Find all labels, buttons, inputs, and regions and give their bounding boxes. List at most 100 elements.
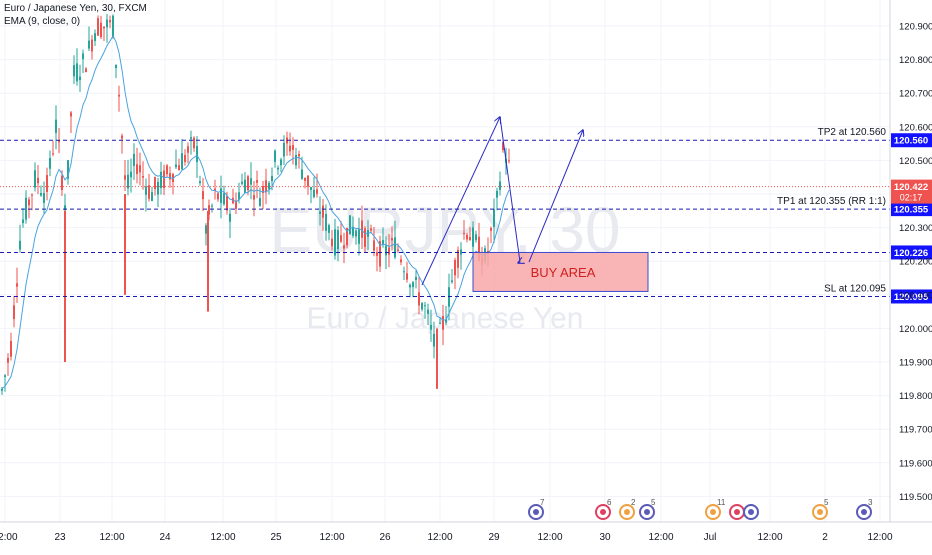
candle-body (427, 309, 429, 314)
buy-area-box[interactable]: BUY AREA (472, 251, 649, 292)
candle-body (370, 228, 372, 231)
candle-body (418, 292, 420, 306)
candle-body (262, 186, 264, 193)
candle-body (304, 177, 306, 181)
price-tick-label: 120.100 (899, 290, 932, 301)
last-price-badge[interactable] (891, 179, 932, 204)
candle-body (463, 232, 465, 234)
time-axis[interactable]: 12:00 23 12:00 24 12:00 25 12:00 26 12:00 29 12:00… (0, 521, 932, 543)
buy-area-rect[interactable] (472, 251, 649, 292)
candle-body (322, 205, 324, 218)
candle-body (373, 240, 375, 251)
candle-body (382, 240, 384, 245)
candle-body (403, 271, 405, 273)
candle-body (478, 236, 480, 261)
price-tick-label: 120.300 (899, 223, 932, 234)
candle-body (133, 153, 135, 166)
time-tick-label: 25 (270, 532, 282, 543)
candle-body (349, 215, 351, 235)
candle-body (142, 176, 144, 178)
candle-body (472, 227, 474, 247)
candle-body (502, 142, 504, 151)
time-tick-label: 26 (379, 532, 391, 543)
candle-body (130, 171, 132, 178)
candle-body (124, 175, 126, 180)
price-tick-label: 120.700 (899, 89, 932, 100)
candle-body (508, 160, 510, 162)
time-tick-label: 12:00 (427, 532, 452, 543)
candle-body (415, 276, 417, 281)
candle-body (109, 20, 111, 23)
candle-body (46, 175, 48, 192)
time-tick-label: 12:00 (757, 532, 782, 543)
candle-body (151, 192, 153, 201)
candle-body (112, 15, 114, 38)
candle-body (364, 228, 366, 247)
price-tick-label: 120.600 (899, 122, 932, 133)
price-tick-label: 120.500 (899, 156, 932, 167)
candle-body (388, 247, 390, 255)
candle-body (406, 273, 408, 280)
candle-body (1, 388, 3, 391)
symbol-title[interactable]: Euro / Japanese Yen, 30, FXCM (4, 3, 147, 14)
candle-body (157, 181, 159, 195)
candle-body (19, 240, 21, 250)
candle-body (154, 177, 156, 190)
time-tick-label: 12:00 (99, 532, 124, 543)
candle-body (379, 241, 381, 267)
candle-body (16, 283, 18, 287)
candle-body (205, 225, 207, 234)
event-markers[interactable]: 7 6 2 5 11 5 3 (528, 498, 873, 520)
candle-body (460, 249, 462, 255)
candle-body (217, 193, 219, 200)
watermark-name-text: Euro / Japanese Yen (307, 302, 584, 335)
candle-body (43, 192, 45, 203)
candle-body (85, 68, 87, 73)
candle-body (376, 252, 378, 256)
level-price-badge-text: 120.095 (894, 292, 929, 303)
candle-body (319, 211, 321, 214)
candle-body (13, 305, 15, 320)
candle-body (355, 230, 357, 237)
time-tick-label: 12:00 (648, 532, 673, 543)
candle-body (67, 160, 69, 179)
candle-body (70, 112, 72, 117)
indicator-label[interactable]: EMA (9, close, 0) (4, 16, 81, 27)
candle-body (7, 357, 9, 363)
price-tick-label: 119.800 (899, 391, 932, 402)
candle-body (328, 225, 330, 233)
candle-body (196, 145, 198, 162)
candle-body (331, 238, 333, 247)
candle-body (346, 227, 348, 246)
event-marker-dot (533, 509, 539, 515)
level-lines: TP2 at 120.560 TP1 at 120.355 (RR 1:1) SL … (0, 127, 890, 297)
candle-body (250, 178, 252, 185)
candle-body (181, 153, 183, 170)
price-tick-label: 120.200 (899, 257, 932, 268)
candle-body (247, 176, 249, 191)
candle-body (385, 245, 387, 256)
candle-body (94, 33, 96, 42)
candle-body (163, 170, 165, 189)
level-price-badge[interactable] (891, 289, 932, 304)
event-count: 6 (607, 498, 612, 507)
level-price-badge[interactable] (891, 133, 932, 148)
price-axis[interactable]: 120.560 120.355 120.226 120.095 120.900 120.8… (889, 0, 932, 522)
level-price-badge[interactable] (891, 245, 932, 260)
candle-body (31, 194, 33, 196)
candle-body (340, 235, 342, 242)
candle-body (10, 340, 12, 357)
event-marker-dot (748, 509, 754, 515)
candle-body (475, 234, 477, 241)
level-price-badge[interactable] (891, 202, 932, 217)
price-tick-label: 120.800 (899, 55, 932, 66)
candle-body (97, 18, 99, 36)
time-tick-label: 12:00 (867, 532, 892, 543)
candle-body (193, 137, 195, 149)
projection-arrows (421, 117, 583, 286)
countdown-text: 02:17 (900, 193, 923, 203)
time-tick-label: 23 (54, 532, 66, 543)
candle-body (316, 189, 318, 194)
